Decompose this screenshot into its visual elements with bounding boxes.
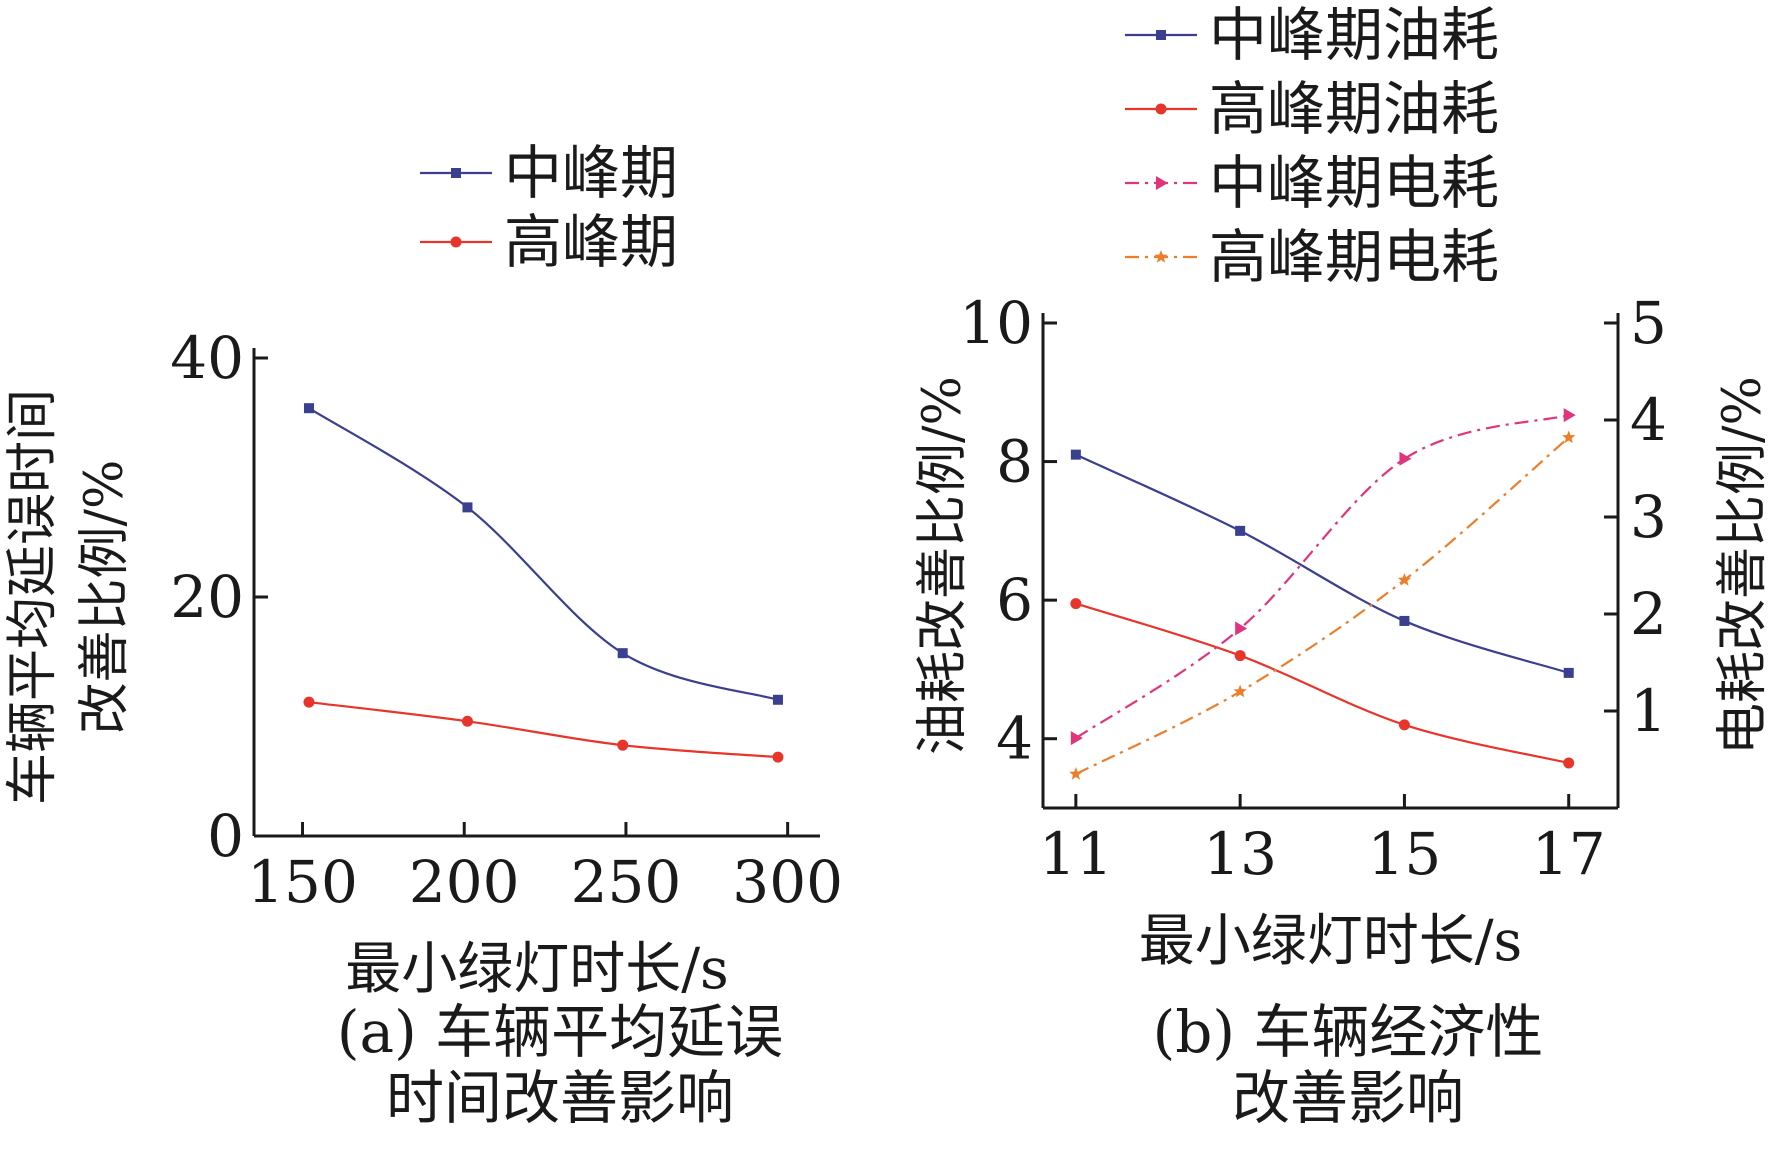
data-point xyxy=(1235,525,1246,536)
y2-tick-label: 1 xyxy=(1630,677,1667,745)
x-tick-label: 200 xyxy=(409,848,520,916)
series-line xyxy=(1075,436,1570,776)
y-axis-label: 改善比例/% xyxy=(75,460,135,735)
series-line xyxy=(1075,414,1569,740)
legend-label: 中峰期 xyxy=(504,139,678,207)
data-point xyxy=(462,502,473,513)
y2-tick-label: 5 xyxy=(1630,289,1667,357)
legend-item: 中峰期电耗 xyxy=(1125,149,1499,217)
legend-marker xyxy=(1156,30,1166,40)
legend-label: 中峰期油耗 xyxy=(1209,1,1499,69)
data-point xyxy=(1070,598,1082,610)
data-point xyxy=(1233,684,1247,698)
series-4 xyxy=(1069,430,1576,780)
data-point xyxy=(1562,430,1576,444)
y-tick-label: 4 xyxy=(996,705,1033,773)
legend-label: 中峰期电耗 xyxy=(1209,149,1499,217)
y2-axis-label: 电耗改善比例/% xyxy=(1713,376,1773,755)
legend-marker xyxy=(1154,250,1168,263)
series-2 xyxy=(1070,598,1575,769)
data-point xyxy=(303,696,315,708)
series-1 xyxy=(303,403,783,705)
data-point xyxy=(1397,573,1412,586)
data-point xyxy=(1399,615,1410,626)
data-point xyxy=(1070,449,1081,460)
data-point xyxy=(617,648,628,659)
y-tick-label: 40 xyxy=(170,324,244,392)
series-line xyxy=(1075,453,1570,674)
legend-item: 中峰期油耗 xyxy=(1125,1,1499,69)
data-point xyxy=(1398,719,1410,731)
x-axis-label: 最小绿灯时长/s xyxy=(345,937,729,1002)
series-line xyxy=(1075,602,1569,765)
legend-label: 高峰期电耗 xyxy=(1209,223,1499,291)
legend-marker xyxy=(450,236,462,248)
legend-item: 高峰期电耗 xyxy=(1125,223,1499,291)
x-tick-label: 17 xyxy=(1532,820,1606,888)
data-point xyxy=(772,751,784,763)
legend-marker xyxy=(451,168,461,178)
x-axis-label: 最小绿灯时长/s xyxy=(1139,909,1523,974)
x-tick-label: 300 xyxy=(732,848,843,916)
y-tick-label: 0 xyxy=(207,802,244,870)
data-point xyxy=(1069,767,1083,780)
data-point xyxy=(1563,408,1576,423)
legend-item: 高峰期 xyxy=(420,208,678,276)
data-point xyxy=(1563,757,1575,769)
y2-tick-label: 3 xyxy=(1630,483,1667,551)
data-point xyxy=(303,403,314,414)
series-2 xyxy=(303,696,784,763)
y-axis-label: 油耗改善比例/% xyxy=(913,376,973,755)
series-3 xyxy=(1070,408,1576,746)
figure-caption: 时间改善影响 xyxy=(386,1064,734,1132)
y-axis-label: 车辆平均延误时间 xyxy=(3,389,63,805)
figure-caption: (b) 车辆经济性 xyxy=(1153,998,1544,1066)
series-1 xyxy=(1070,449,1574,678)
x-tick-label: 15 xyxy=(1368,820,1442,888)
x-tick-label: 250 xyxy=(571,848,682,916)
y-tick-label: 20 xyxy=(170,563,244,631)
legend-marker xyxy=(1155,103,1167,115)
y2-tick-label: 2 xyxy=(1630,580,1667,648)
data-point xyxy=(1563,667,1574,678)
data-point xyxy=(1234,650,1246,662)
y2-tick-label: 4 xyxy=(1630,386,1667,454)
y-tick-label: 10 xyxy=(959,289,1033,357)
data-point xyxy=(1070,731,1083,746)
legend-item: 中峰期 xyxy=(420,139,678,207)
legend-label: 高峰期油耗 xyxy=(1209,75,1499,143)
data-point xyxy=(772,694,783,705)
figure-caption: (a) 车辆平均延误 xyxy=(337,998,783,1066)
y-tick-label: 6 xyxy=(996,566,1033,634)
figure-caption: 改善影响 xyxy=(1232,1064,1464,1132)
legend-item: 高峰期油耗 xyxy=(1125,75,1499,143)
series-line xyxy=(308,701,779,759)
x-tick-label: 11 xyxy=(1039,820,1113,888)
x-tick-label: 13 xyxy=(1203,820,1277,888)
x-tick-label: 150 xyxy=(247,848,358,916)
data-point xyxy=(1399,451,1412,466)
data-point xyxy=(1235,621,1248,636)
legend-label: 高峰期 xyxy=(504,208,678,276)
data-point xyxy=(461,715,473,727)
series-line xyxy=(308,407,779,701)
y-tick-label: 8 xyxy=(996,428,1033,496)
legend-marker xyxy=(1156,176,1168,190)
data-point xyxy=(617,739,629,751)
